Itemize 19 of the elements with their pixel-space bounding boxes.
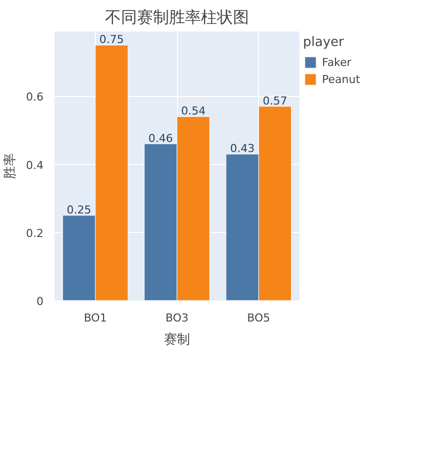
data-label: 0.43: [230, 142, 255, 156]
legend-title: player: [303, 35, 345, 50]
legend-label: Faker: [322, 56, 352, 68]
y-tick-label: 0.4: [26, 158, 44, 172]
data-label: 0.75: [99, 33, 124, 46]
y-axis-title: 胜率: [2, 153, 18, 179]
data-label: 0.46: [148, 132, 173, 145]
legend-label: Peanut: [322, 72, 360, 86]
x-tick-label: BO1: [84, 312, 107, 324]
y-tick-label: 0.2: [26, 226, 44, 240]
x-tick-label: BO5: [247, 312, 270, 324]
x-axis-title: 赛制: [164, 332, 190, 348]
y-tick-label: 0.6: [26, 90, 44, 104]
chart-title: 不同赛制胜率柱状图: [105, 8, 249, 26]
data-label: 0.54: [181, 104, 206, 118]
y-tick-label: 0: [36, 295, 44, 308]
x-tick-label: BO3: [165, 312, 189, 324]
data-label: 0.25: [66, 203, 92, 216]
data-label: 0.57: [262, 94, 288, 108]
